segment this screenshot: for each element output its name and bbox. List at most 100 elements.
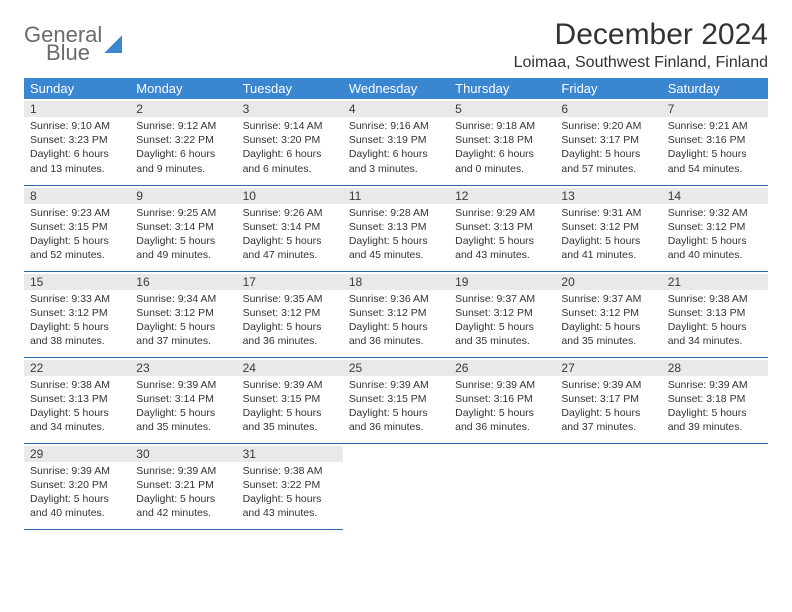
- calendar-day-cell: 20 Sunrise: 9:37 AMSunset: 3:12 PMDayligh…: [555, 271, 661, 357]
- calendar-day-cell: 6 Sunrise: 9:20 AMSunset: 3:17 PMDaylight…: [555, 99, 661, 185]
- day-info: Sunrise: 9:39 AMSunset: 3:14 PMDaylight:…: [136, 378, 230, 435]
- calendar-day-cell: 9 Sunrise: 9:25 AMSunset: 3:14 PMDaylight…: [130, 185, 236, 271]
- logo: General Blue: [24, 24, 122, 64]
- calendar-day-cell: 13 Sunrise: 9:31 AMSunset: 3:12 PMDayligh…: [555, 185, 661, 271]
- day-number: 31: [237, 446, 343, 462]
- calendar-day-cell: 18 Sunrise: 9:36 AMSunset: 3:12 PMDayligh…: [343, 271, 449, 357]
- day-number: 14: [662, 188, 768, 204]
- day-info: Sunrise: 9:28 AMSunset: 3:13 PMDaylight:…: [349, 206, 443, 263]
- day-number: 28: [662, 360, 768, 376]
- day-number: 19: [449, 274, 555, 290]
- day-info: Sunrise: 9:10 AMSunset: 3:23 PMDaylight:…: [30, 119, 124, 176]
- calendar-week-row: 29 Sunrise: 9:39 AMSunset: 3:20 PMDayligh…: [24, 443, 768, 529]
- calendar-day-cell: 24Sunrise: 9:39 AMSunset: 3:15 PMDayligh…: [237, 357, 343, 443]
- calendar-day-cell: 2 Sunrise: 9:12 AMSunset: 3:22 PMDaylight…: [130, 99, 236, 185]
- calendar-day-cell: 7Sunrise: 9:21 AMSunset: 3:16 PMDaylight…: [662, 99, 768, 185]
- calendar-day-cell: 15 Sunrise: 9:33 AMSunset: 3:12 PMDayligh…: [24, 271, 130, 357]
- calendar-day-cell: [449, 443, 555, 529]
- weekday-header: Monday: [130, 78, 236, 99]
- calendar-day-cell: 1Sunrise: 9:10 AMSunset: 3:23 PMDaylight…: [24, 99, 130, 185]
- day-info: Sunrise: 9:39 AMSunset: 3:21 PMDaylight:…: [136, 464, 230, 521]
- day-number: 27: [555, 360, 661, 376]
- calendar-day-cell: 26Sunrise: 9:39 AMSunset: 3:16 PMDayligh…: [449, 357, 555, 443]
- day-info: Sunrise: 9:12 AMSunset: 3:22 PMDaylight:…: [136, 119, 230, 176]
- day-number: 16: [130, 274, 236, 290]
- day-info: Sunrise: 9:32 AMSunset: 3:12 PMDaylight:…: [668, 206, 762, 263]
- calendar-day-cell: 30Sunrise: 9:39 AMSunset: 3:21 PMDayligh…: [130, 443, 236, 529]
- day-info: Sunrise: 9:23 AMSunset: 3:15 PMDaylight:…: [30, 206, 124, 263]
- header: General Blue December 2024 Loimaa, South…: [24, 18, 768, 72]
- day-info: Sunrise: 9:16 AMSunset: 3:19 PMDaylight:…: [349, 119, 443, 176]
- calendar-day-cell: 14 Sunrise: 9:32 AMSunset: 3:12 PMDayligh…: [662, 185, 768, 271]
- calendar-day-cell: [343, 443, 449, 529]
- month-title: December 2024: [514, 18, 768, 52]
- calendar-day-cell: [662, 443, 768, 529]
- day-info: Sunrise: 9:39 AMSunset: 3:18 PMDaylight:…: [668, 378, 762, 435]
- day-info: Sunrise: 9:35 AMSunset: 3:12 PMDaylight:…: [243, 292, 337, 349]
- day-number: 15: [24, 274, 130, 290]
- day-info: Sunrise: 9:38 AMSunset: 3:13 PMDaylight:…: [668, 292, 762, 349]
- calendar-day-cell: 22Sunrise: 9:38 AMSunset: 3:13 PMDayligh…: [24, 357, 130, 443]
- day-number: 9: [130, 188, 236, 204]
- day-info: Sunrise: 9:25 AMSunset: 3:14 PMDaylight:…: [136, 206, 230, 263]
- day-number: 21: [662, 274, 768, 290]
- day-number: 4: [343, 101, 449, 117]
- calendar-day-cell: 19 Sunrise: 9:37 AMSunset: 3:12 PMDayligh…: [449, 271, 555, 357]
- day-info: Sunrise: 9:39 AMSunset: 3:15 PMDaylight:…: [349, 378, 443, 435]
- calendar-day-cell: 3Sunrise: 9:14 AMSunset: 3:20 PMDaylight…: [237, 99, 343, 185]
- calendar-day-cell: 23 Sunrise: 9:39 AMSunset: 3:14 PMDayligh…: [130, 357, 236, 443]
- calendar-day-cell: 10Sunrise: 9:26 AMSunset: 3:14 PMDayligh…: [237, 185, 343, 271]
- day-info: Sunrise: 9:18 AMSunset: 3:18 PMDaylight:…: [455, 119, 549, 176]
- calendar-week-row: 22Sunrise: 9:38 AMSunset: 3:13 PMDayligh…: [24, 357, 768, 443]
- day-info: Sunrise: 9:37 AMSunset: 3:12 PMDaylight:…: [455, 292, 549, 349]
- day-number: 26: [449, 360, 555, 376]
- day-number: 29: [24, 446, 130, 462]
- weekday-header: Saturday: [662, 78, 768, 99]
- calendar-day-cell: 5 Sunrise: 9:18 AMSunset: 3:18 PMDaylight…: [449, 99, 555, 185]
- day-info: Sunrise: 9:33 AMSunset: 3:12 PMDaylight:…: [30, 292, 124, 349]
- weekday-header: Sunday: [24, 78, 130, 99]
- calendar-day-cell: 4 Sunrise: 9:16 AMSunset: 3:19 PMDaylight…: [343, 99, 449, 185]
- calendar-day-cell: 17 Sunrise: 9:35 AMSunset: 3:12 PMDayligh…: [237, 271, 343, 357]
- day-number: 17: [237, 274, 343, 290]
- calendar-day-cell: 31 Sunrise: 9:38 AMSunset: 3:22 PMDayligh…: [237, 443, 343, 529]
- calendar-day-cell: 29 Sunrise: 9:39 AMSunset: 3:20 PMDayligh…: [24, 443, 130, 529]
- weekday-header: Tuesday: [237, 78, 343, 99]
- calendar-day-cell: 16Sunrise: 9:34 AMSunset: 3:12 PMDayligh…: [130, 271, 236, 357]
- calendar-day-cell: [555, 443, 661, 529]
- day-info: Sunrise: 9:29 AMSunset: 3:13 PMDaylight:…: [455, 206, 549, 263]
- day-info: Sunrise: 9:31 AMSunset: 3:12 PMDaylight:…: [561, 206, 655, 263]
- title-block: December 2024 Loimaa, Southwest Finland,…: [514, 18, 768, 72]
- weekday-header: Friday: [555, 78, 661, 99]
- calendar-week-row: 1Sunrise: 9:10 AMSunset: 3:23 PMDaylight…: [24, 99, 768, 185]
- day-info: Sunrise: 9:21 AMSunset: 3:16 PMDaylight:…: [668, 119, 762, 176]
- day-number: 23: [130, 360, 236, 376]
- day-info: Sunrise: 9:38 AMSunset: 3:22 PMDaylight:…: [243, 464, 337, 521]
- calendar-week-row: 8Sunrise: 9:23 AMSunset: 3:15 PMDaylight…: [24, 185, 768, 271]
- day-number: 12: [449, 188, 555, 204]
- day-number: 10: [237, 188, 343, 204]
- day-number: 5: [449, 101, 555, 117]
- weekday-header-row: Sunday Monday Tuesday Wednesday Thursday…: [24, 78, 768, 99]
- day-number: 20: [555, 274, 661, 290]
- calendar-day-cell: 11Sunrise: 9:28 AMSunset: 3:13 PMDayligh…: [343, 185, 449, 271]
- day-number: 22: [24, 360, 130, 376]
- calendar-table: Sunday Monday Tuesday Wednesday Thursday…: [24, 78, 768, 530]
- day-number: 13: [555, 188, 661, 204]
- calendar-week-row: 15 Sunrise: 9:33 AMSunset: 3:12 PMDayligh…: [24, 271, 768, 357]
- day-number: 3: [237, 101, 343, 117]
- weekday-header: Thursday: [449, 78, 555, 99]
- day-info: Sunrise: 9:39 AMSunset: 3:17 PMDaylight:…: [561, 378, 655, 435]
- calendar-day-cell: 28 Sunrise: 9:39 AMSunset: 3:18 PMDayligh…: [662, 357, 768, 443]
- day-number: 6: [555, 101, 661, 117]
- calendar-day-cell: 8Sunrise: 9:23 AMSunset: 3:15 PMDaylight…: [24, 185, 130, 271]
- day-info: Sunrise: 9:39 AMSunset: 3:20 PMDaylight:…: [30, 464, 124, 521]
- day-info: Sunrise: 9:20 AMSunset: 3:17 PMDaylight:…: [561, 119, 655, 176]
- day-number: 2: [130, 101, 236, 117]
- calendar-day-cell: 25Sunrise: 9:39 AMSunset: 3:15 PMDayligh…: [343, 357, 449, 443]
- day-info: Sunrise: 9:37 AMSunset: 3:12 PMDaylight:…: [561, 292, 655, 349]
- day-number: 18: [343, 274, 449, 290]
- day-number: 24: [237, 360, 343, 376]
- day-info: Sunrise: 9:36 AMSunset: 3:12 PMDaylight:…: [349, 292, 443, 349]
- sail-icon: [104, 35, 122, 53]
